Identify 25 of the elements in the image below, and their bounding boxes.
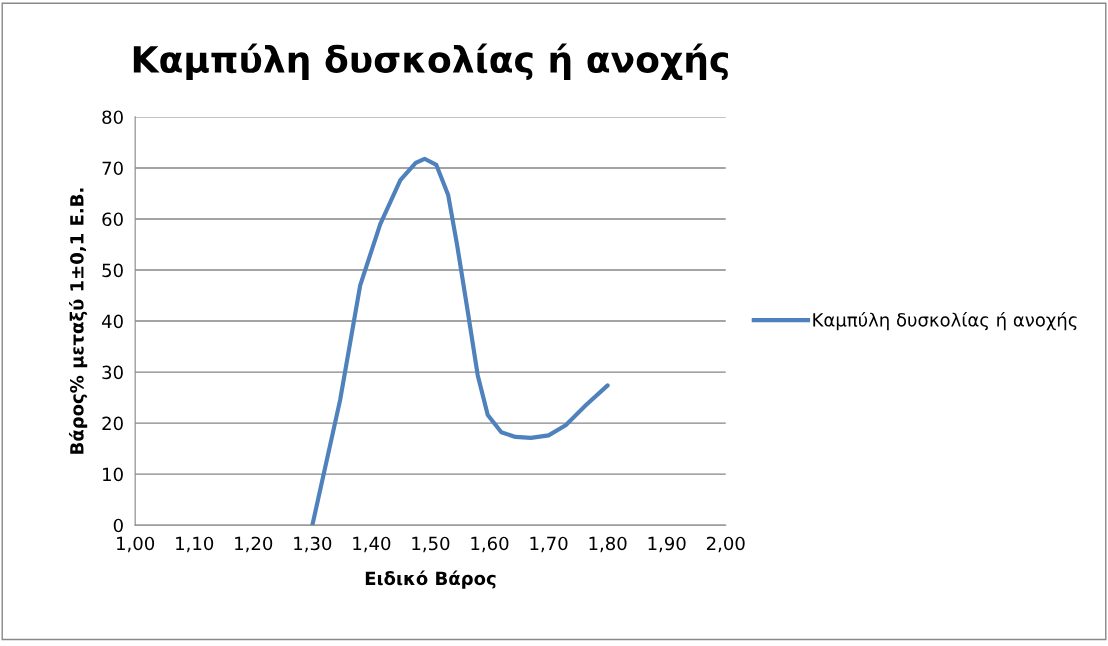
x-tick-label: 1,50: [412, 536, 450, 553]
chart-title: Καμπύλη δυσκολίας ή ανοχής: [133, 43, 728, 81]
y-tick-label: 70: [102, 161, 123, 176]
y-tick-label: 50: [102, 263, 123, 278]
y-tick-label: 20: [102, 416, 123, 431]
y-tick-label: 10: [103, 467, 123, 482]
x-tick-label: 1,30: [294, 536, 332, 553]
x-tick-label: 1,60: [471, 536, 509, 553]
y-axis-title: Βάρος% μεταξύ 1±0,1 Ε.Β.: [68, 188, 88, 454]
y-tick-label: 40: [101, 314, 123, 329]
x-axis-title: Ειδικό Βάρος: [365, 570, 496, 589]
line-series: [310, 156, 610, 526]
x-tick-label: 1,20: [235, 536, 273, 553]
x-tick-label: 1,90: [648, 536, 686, 553]
x-tick-label: 1,40: [353, 536, 391, 553]
x-tick-label: 1,80: [589, 536, 627, 553]
y-tick-label: 60: [102, 212, 123, 227]
y-tick-label: 30: [102, 365, 123, 380]
x-tick-label: 1,70: [530, 536, 568, 553]
x-tick-label: 2,00: [706, 536, 745, 553]
x-tick-label: 1,10: [176, 536, 214, 553]
x-tick-label: 1,00: [117, 536, 155, 553]
y-tick-label: 0: [113, 518, 123, 533]
y-tick-label: 80: [102, 110, 123, 125]
legend-label: Καμπύλη δυσκολίας ή ανοχής: [813, 311, 1077, 331]
